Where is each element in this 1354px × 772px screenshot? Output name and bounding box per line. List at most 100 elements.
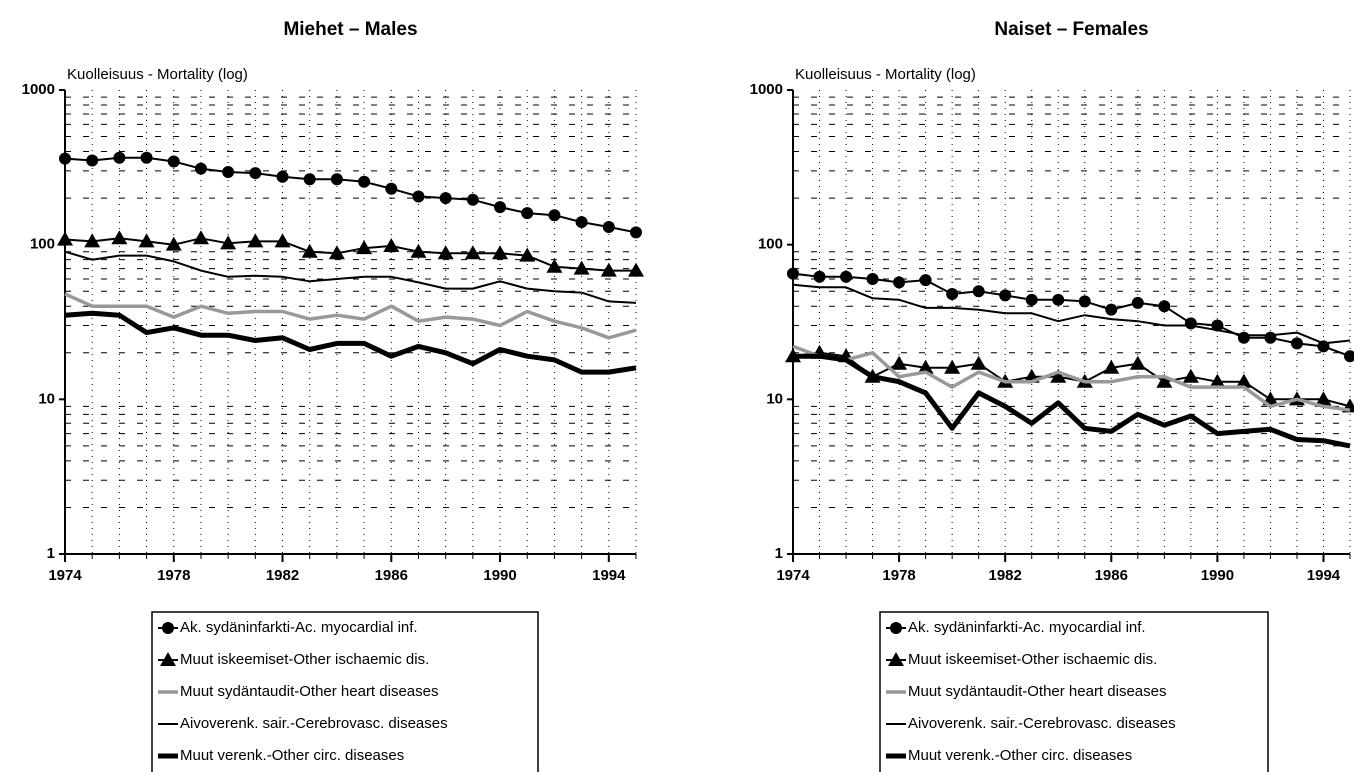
y-tick-label: 1000 (750, 81, 783, 98)
legend-marker (160, 652, 176, 666)
marker (220, 235, 237, 250)
marker (113, 151, 126, 164)
marker (247, 233, 264, 248)
marker (1235, 373, 1252, 388)
marker (1315, 391, 1332, 406)
legend-marker (162, 622, 174, 634)
marker (944, 359, 961, 374)
marker (1156, 373, 1173, 388)
legend-label: Ak. sydäninfarkti-Ac. myocardial inf. (180, 619, 418, 636)
y-tick-label: 100 (30, 236, 55, 253)
x-tick-label: 1978 (157, 567, 190, 584)
marker (970, 355, 987, 370)
marker (59, 152, 71, 165)
legend-box (879, 611, 1269, 772)
marker (972, 285, 985, 298)
x-tick-label: 1978 (882, 567, 915, 584)
x-tick-label: 1974 (776, 567, 810, 584)
marker (412, 190, 425, 203)
marker (1025, 293, 1038, 306)
marker (385, 182, 398, 195)
marker (893, 276, 906, 289)
marker (276, 170, 289, 183)
y-tick-label: 1 (47, 545, 55, 562)
marker (194, 162, 207, 175)
marker (917, 359, 934, 374)
marker (274, 233, 291, 248)
marker (1209, 373, 1226, 388)
y-tick-label: 100 (758, 236, 783, 253)
x-tick-label: 1990 (483, 567, 516, 584)
marker (358, 175, 371, 188)
marker (138, 233, 155, 248)
x-tick-label: 1986 (375, 567, 408, 584)
marker (1129, 355, 1146, 370)
x-tick-label: 1994 (1307, 567, 1341, 584)
marker (891, 355, 908, 370)
legend-label: Muut iskeemiset-Other ischaemic dis. (908, 651, 1157, 668)
marker (1182, 368, 1199, 383)
marker (167, 155, 180, 168)
marker (573, 260, 590, 275)
marker (301, 243, 318, 258)
marker (494, 201, 507, 214)
series-line (792, 283, 1351, 345)
marker (466, 193, 479, 206)
marker (464, 245, 481, 260)
series-line (64, 156, 637, 234)
marker (521, 207, 534, 220)
marker (192, 230, 209, 245)
marker (1105, 303, 1118, 316)
legend-marker (890, 622, 902, 634)
marker (1264, 331, 1277, 344)
marker (1211, 319, 1224, 332)
marker (222, 166, 235, 179)
marker (519, 247, 536, 262)
legend-label: Muut sydäntaudit-Other heart diseases (908, 683, 1166, 700)
y-tick-label: 10 (766, 390, 783, 407)
marker (575, 216, 588, 229)
series-line (792, 351, 1351, 408)
marker (1078, 295, 1091, 308)
marker (840, 270, 853, 283)
marker (602, 221, 615, 234)
chart-title: Naiset – Females (994, 19, 1148, 40)
marker (548, 209, 561, 222)
y-tick-label: 1000 (22, 81, 55, 98)
marker (1290, 337, 1303, 350)
y-axis-label: Kuolleisuus - Mortality (log) (67, 66, 248, 83)
marker (999, 289, 1012, 302)
marker (546, 258, 563, 273)
marker (330, 173, 343, 186)
legend-label: Muut iskeemiset-Other ischaemic dis. (180, 651, 429, 668)
marker (492, 245, 509, 260)
marker (86, 154, 99, 167)
series-line (793, 353, 1351, 449)
marker (1050, 368, 1067, 383)
marker (165, 236, 182, 251)
marker (813, 270, 826, 283)
marker (630, 226, 642, 239)
marker (57, 231, 73, 246)
x-tick-label: 1982 (266, 567, 299, 584)
marker (356, 240, 373, 255)
legend-label: Ak. sydäninfarkti-Ac. myocardial inf. (908, 619, 1146, 636)
marker (1103, 359, 1120, 374)
marker (303, 173, 316, 186)
x-tick-label: 1982 (989, 567, 1022, 584)
marker (1344, 350, 1354, 363)
marker (328, 245, 345, 260)
x-tick-label: 1986 (1095, 567, 1128, 584)
marker (600, 262, 617, 277)
series-line (64, 250, 637, 304)
marker (140, 151, 153, 164)
series-line (792, 344, 1351, 412)
marker (628, 262, 644, 277)
series-line (64, 310, 637, 375)
legend-label: Muut verenk.-Other circ. diseases (908, 747, 1132, 764)
marker (1184, 317, 1197, 330)
marker (946, 287, 959, 300)
marker (787, 267, 799, 280)
